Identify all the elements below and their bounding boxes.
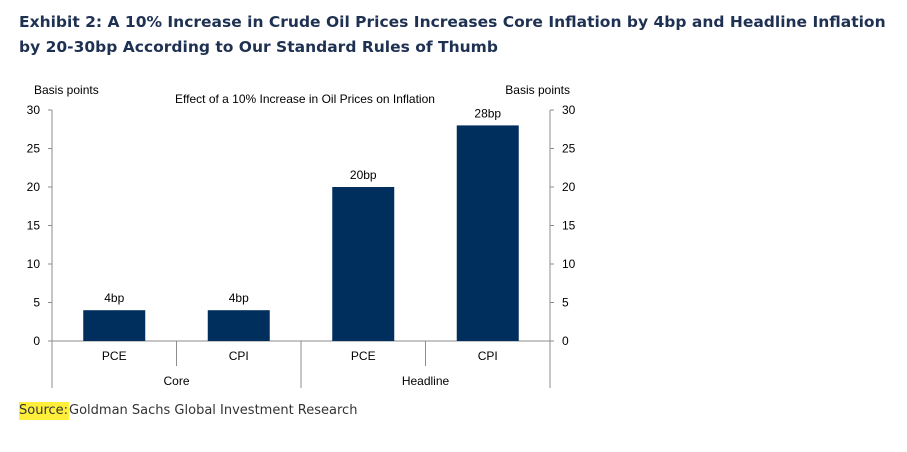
right-y-tick-label: 25 <box>562 142 576 156</box>
bar-data-label: 4bp <box>104 291 124 305</box>
right-y-tick-label: 15 <box>562 219 576 233</box>
right-y-tick-label: 0 <box>562 334 569 348</box>
bars-layer: 4bp 4bp 20bp 28bp <box>83 106 519 342</box>
right-axis-label: Basis points <box>505 83 570 97</box>
bar-data-label: 4bp <box>229 291 249 305</box>
bar <box>332 187 395 341</box>
left-axis-label: Basis points <box>34 83 99 97</box>
left-y-tick-label: 25 <box>27 142 41 156</box>
left-y-tick-label: 5 <box>33 296 40 310</box>
x-category-label: PCE <box>102 349 127 363</box>
left-y-tick-label: 0 <box>33 334 40 348</box>
right-y-tick-label: 5 <box>562 296 569 310</box>
right-y-tick-label: 30 <box>562 103 576 117</box>
bar <box>456 125 519 342</box>
source-line: Source:Goldman Sachs Global Investment R… <box>19 402 358 420</box>
chart-title: Effect of a 10% Increase in Oil Prices o… <box>175 92 435 106</box>
bar-data-label: 28bp <box>474 106 501 120</box>
left-y-tick-label: 15 <box>27 219 41 233</box>
source-label: Source: <box>19 402 70 420</box>
exhibit-title: Exhibit 2: A 10% Increase in Crude Oil P… <box>19 13 886 56</box>
oil-inflation-bar-chart: 0 0 5 5 10 10 15 15 20 20 25 25 30 30 PCE CPI PCE CPI Core… <box>27 83 576 388</box>
axes-layer: 0 0 5 5 10 10 15 15 20 20 25 25 30 30 PCE CPI PCE CPI Core… <box>27 103 576 388</box>
bar <box>207 310 270 341</box>
left-y-tick-label: 10 <box>27 257 41 271</box>
x-category-label: PCE <box>351 349 376 363</box>
bar <box>83 310 146 341</box>
x-group-label: Core <box>163 374 189 388</box>
right-y-tick-label: 20 <box>562 180 576 194</box>
source-text: Goldman Sachs Global Investment Research <box>69 403 358 418</box>
x-group-label: Headline <box>402 374 450 388</box>
x-category-label: CPI <box>478 349 498 363</box>
x-category-label: CPI <box>229 349 249 363</box>
left-y-tick-label: 20 <box>27 180 41 194</box>
left-y-tick-label: 30 <box>27 103 41 117</box>
right-y-tick-label: 10 <box>562 257 576 271</box>
bar-data-label: 20bp <box>350 168 377 182</box>
